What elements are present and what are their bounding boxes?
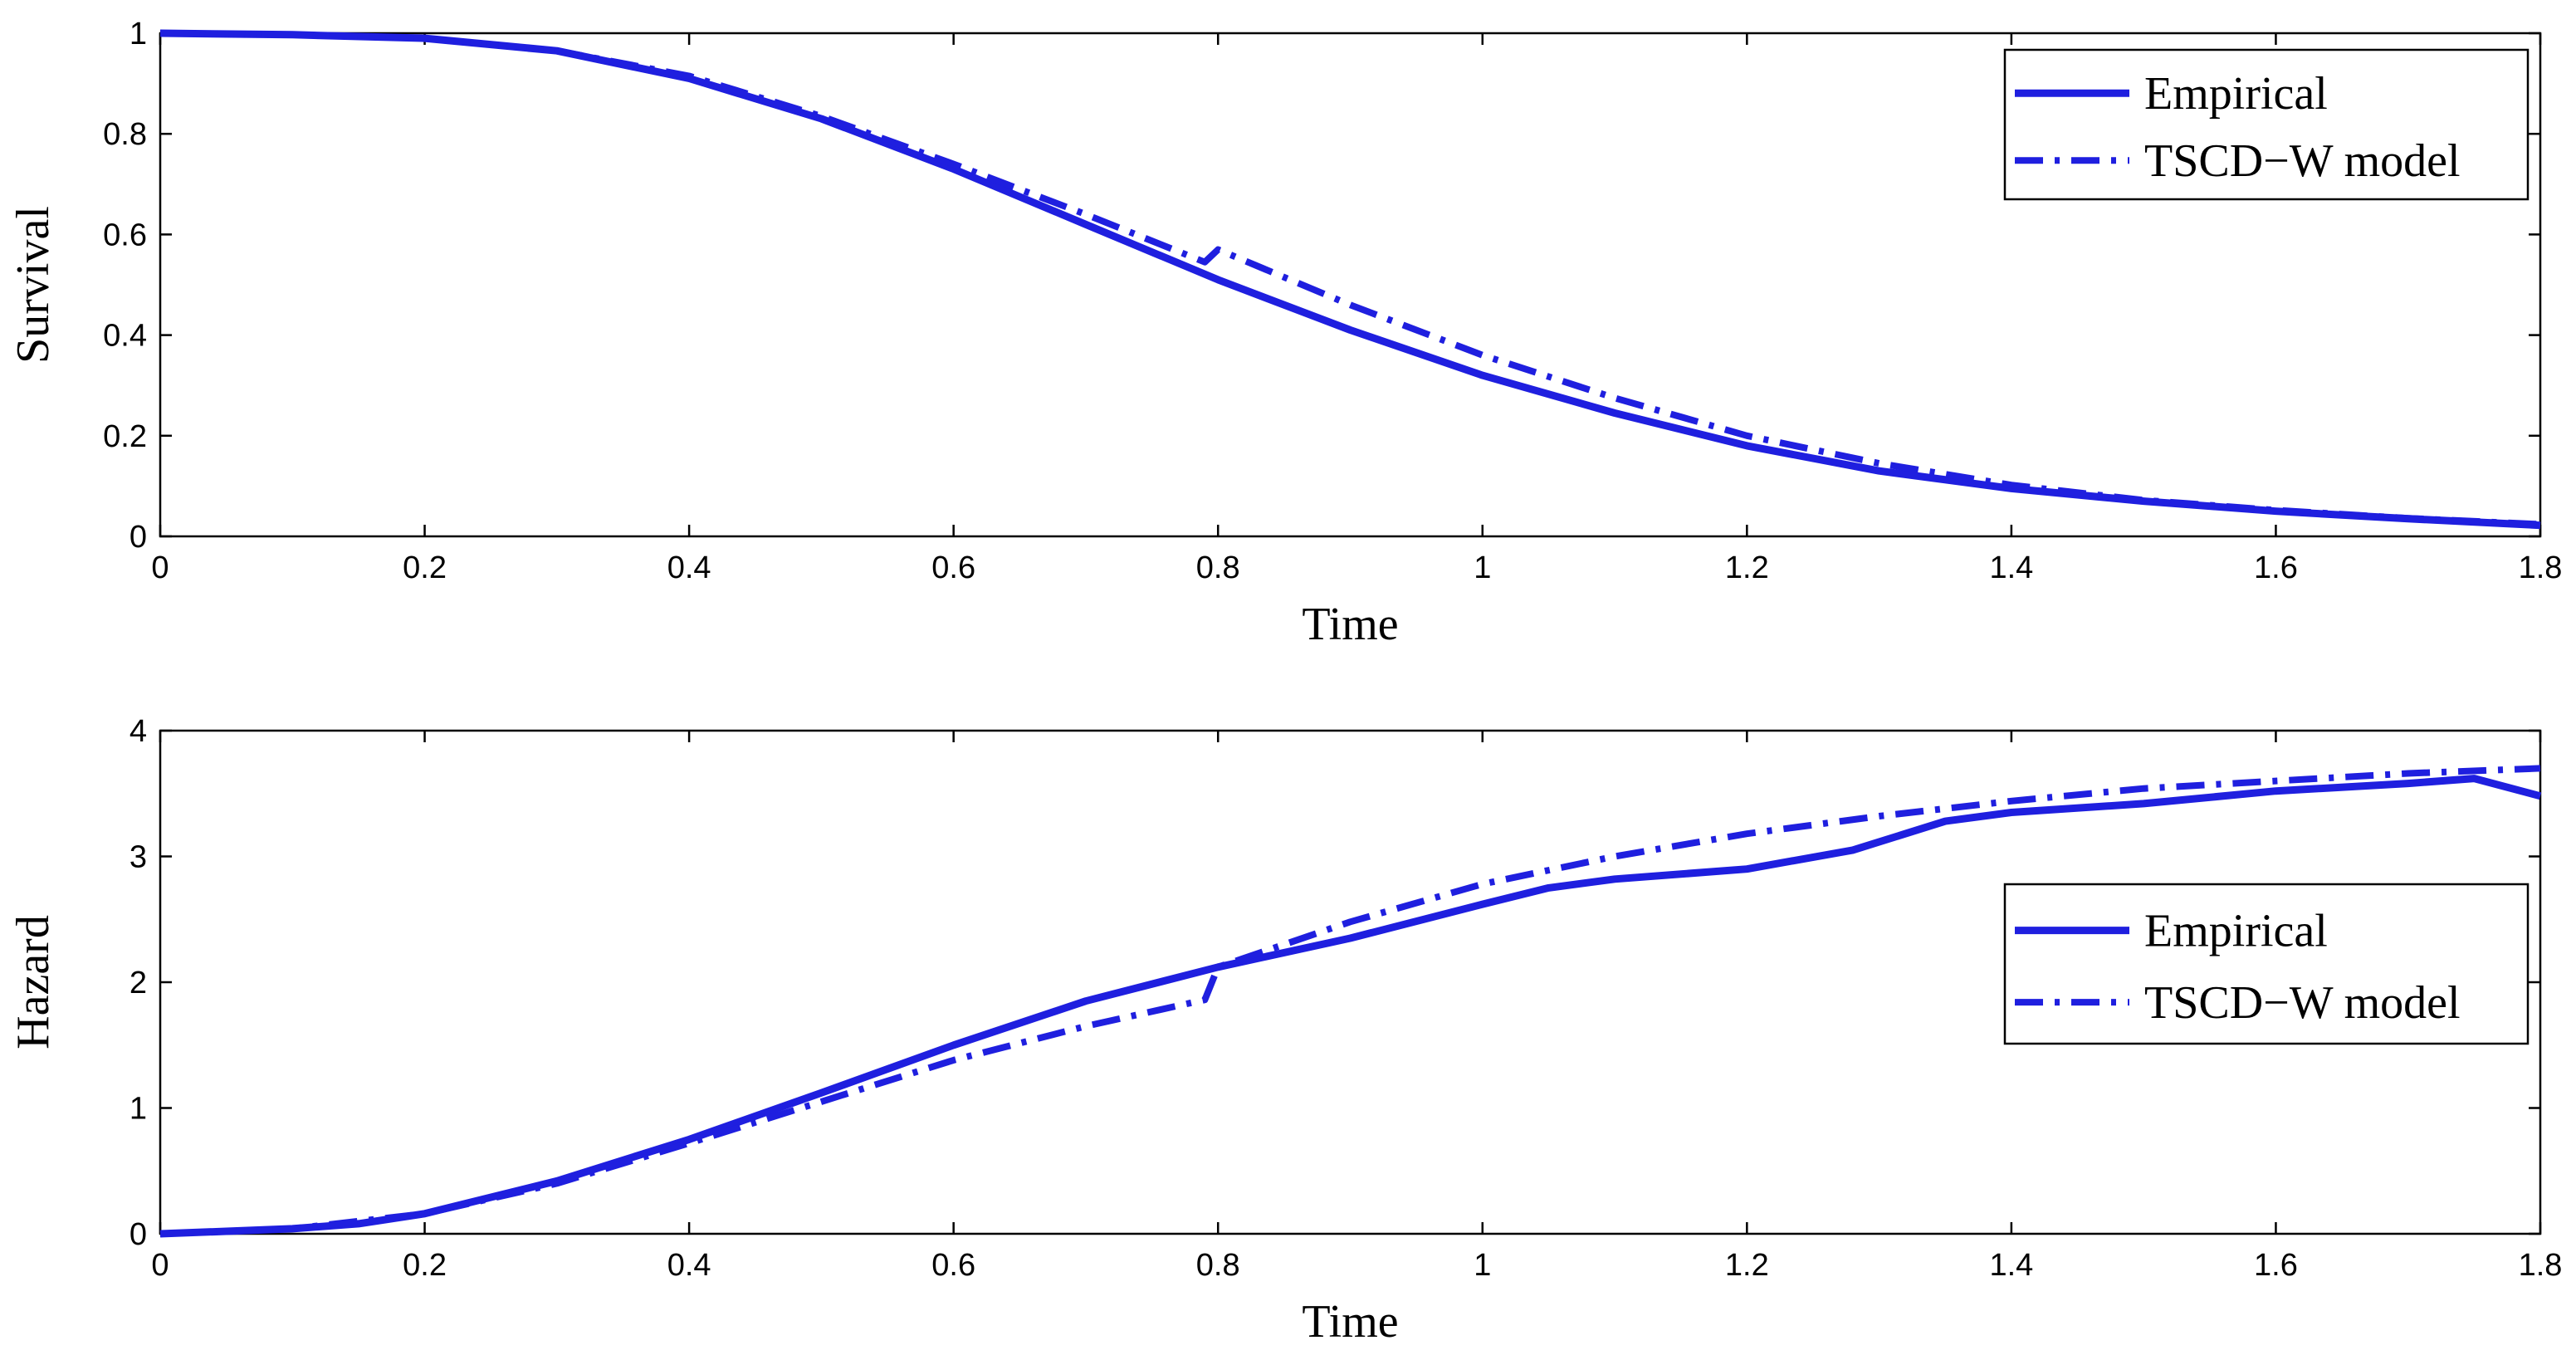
- x-tick-label: 1.4: [1989, 550, 2033, 585]
- x-tick-label: 0.8: [1196, 1248, 1240, 1283]
- x-tick-label: 1.6: [2254, 550, 2298, 585]
- x-tick-label: 1.2: [1725, 550, 1769, 585]
- x-tick-label: 1.8: [2519, 1248, 2563, 1283]
- y-tick-label: 0: [130, 1217, 147, 1252]
- x-tick-label: 0.4: [667, 550, 711, 585]
- x-axis-label: Time: [1302, 1296, 1398, 1348]
- x-tick-label: 0: [151, 1248, 169, 1283]
- series-line-empirical: [159, 775, 2542, 1238]
- legend: Empirical TSCD−W model: [2003, 883, 2530, 1045]
- y-tick-label: 1: [130, 1092, 147, 1127]
- legend-box: [2003, 883, 2530, 1045]
- y-tick-label: 0: [130, 520, 147, 555]
- x-tick-label: 0.8: [1196, 550, 1240, 585]
- y-tick-label: 4: [130, 714, 147, 749]
- y-tick-label: 1: [130, 17, 147, 51]
- legend-label: Empirical: [2144, 68, 2328, 120]
- legend-box: [2003, 48, 2530, 201]
- y-tick-label: 0.2: [103, 419, 147, 454]
- y-tick-label: 0.6: [103, 218, 147, 252]
- x-tick-label: 1.8: [2519, 550, 2563, 585]
- y-tick-label: 0.8: [103, 117, 147, 152]
- series-line-tscd-w-model: [159, 30, 2541, 528]
- y-tick-label: 3: [130, 840, 147, 875]
- x-tick-label: 1.6: [2254, 1248, 2298, 1283]
- legend-label: Empirical: [2144, 906, 2328, 957]
- x-tick-label: 0: [151, 550, 169, 585]
- plot-frame: [159, 32, 2542, 538]
- y-axis-label: Survival: [7, 206, 59, 364]
- x-tick-label: 1.2: [1725, 1248, 1769, 1283]
- y-tick-label: 2: [130, 966, 147, 1000]
- legend: Empirical TSCD−W model: [2003, 48, 2530, 201]
- chart-panel-1: 0 0.2 0.4 0.6 0.8 1 1.2 1.4 1.6 1.8 0 0.2 0.4 0.6 0.8 1…: [7, 17, 2562, 650]
- x-tick-label: 1: [1474, 550, 1491, 585]
- x-tick-label: 0.6: [931, 1248, 975, 1283]
- x-tick-label: 0.6: [931, 550, 975, 585]
- legend-label: TSCD−W model: [2144, 135, 2461, 187]
- x-tick-label: 0.2: [403, 1248, 447, 1283]
- x-tick-label: 1.4: [1989, 1248, 2033, 1283]
- y-axis-label: Hazard: [7, 915, 59, 1049]
- y-tick-label: 0.4: [103, 319, 147, 354]
- x-tick-label: 0.4: [667, 1248, 711, 1283]
- x-tick-label: 1: [1474, 1248, 1491, 1283]
- legend-label: TSCD−W model: [2144, 977, 2461, 1029]
- x-tick-label: 0.2: [403, 550, 447, 585]
- chart-panel-2: 0 0.2 0.4 0.6 0.8 1 1.2 1.4 1.6 1.8 0 1 2 3 4 Time Hazar…: [7, 714, 2562, 1348]
- series-line-tscd-w-model: [159, 765, 2541, 1237]
- x-axis-label: Time: [1302, 599, 1398, 650]
- panels: 0 0.2 0.4 0.6 0.8 1 1.2 1.4 1.6 1.8 0 0.2 0.4 0.6 0.8 1…: [7, 17, 2562, 1348]
